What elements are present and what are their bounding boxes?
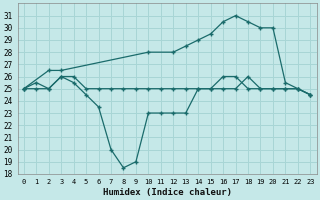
X-axis label: Humidex (Indice chaleur): Humidex (Indice chaleur): [102, 188, 232, 197]
